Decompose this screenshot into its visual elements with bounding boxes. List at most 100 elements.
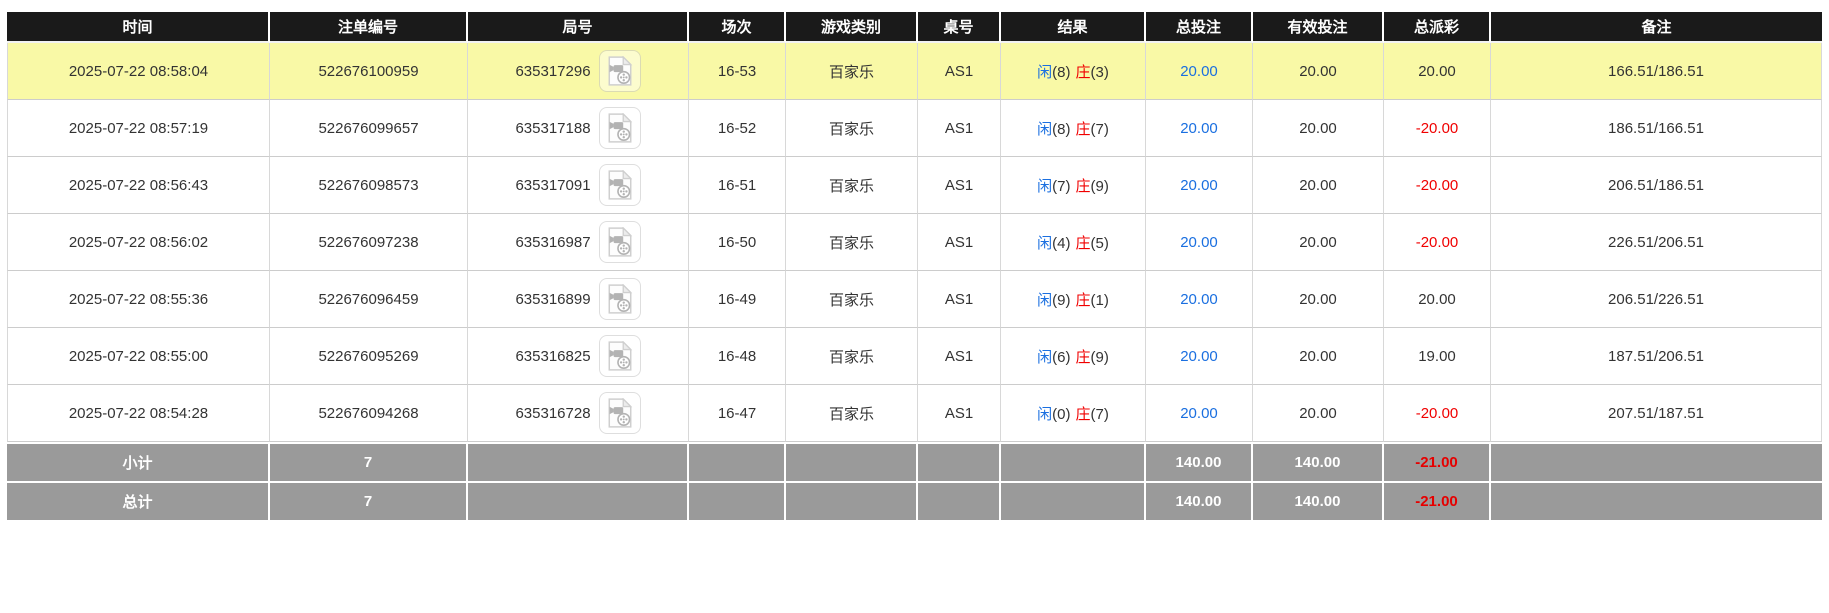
result-cell: 闲(8) 庄(7) bbox=[1001, 100, 1146, 157]
summary-empty-cell bbox=[468, 442, 689, 481]
total-bet-link[interactable]: 20.00 bbox=[1180, 404, 1218, 422]
remark-cell: 226.51/206.51 bbox=[1491, 214, 1822, 271]
game-type-cell: 百家乐 bbox=[786, 214, 918, 271]
summary-empty-cell bbox=[1001, 481, 1146, 520]
total-payout-cell: 20.00 bbox=[1384, 271, 1491, 328]
valid-bet-cell: 20.00 bbox=[1253, 100, 1384, 157]
result-player-label: 闲 bbox=[1037, 234, 1053, 252]
result-cell: 闲(8) 庄(3) bbox=[1001, 43, 1146, 100]
total-bet-link[interactable]: 20.00 bbox=[1180, 62, 1218, 80]
summary-empty-cell bbox=[689, 442, 786, 481]
round-id-text: 635316899 bbox=[515, 290, 591, 308]
bet-id-cell: 522676100959 bbox=[270, 43, 468, 100]
video-replay-film-icon bbox=[607, 113, 633, 143]
result-player-label: 闲 bbox=[1037, 120, 1053, 138]
summary-label-cell: 总计 bbox=[7, 481, 270, 520]
summary-count-cell: 7 bbox=[270, 442, 468, 481]
result-cell: 闲(4) 庄(5) bbox=[1001, 214, 1146, 271]
result-cell: 闲(6) 庄(9) bbox=[1001, 328, 1146, 385]
column-header-bet-id: 注单编号 bbox=[270, 12, 468, 43]
result-player-label: 闲 bbox=[1037, 177, 1053, 195]
bet-records-table: 时间 注单编号 局号 场次 游戏类别 桌号 结果 总投注 有效投注 总派彩 备注… bbox=[7, 12, 1822, 520]
total-bet-link[interactable]: 20.00 bbox=[1180, 233, 1218, 251]
video-replay-button[interactable] bbox=[598, 278, 641, 320]
video-replay-film-icon bbox=[607, 398, 633, 428]
round-id-text: 635316825 bbox=[515, 347, 591, 365]
session-cell: 16-50 bbox=[689, 214, 786, 271]
remark-cell: 206.51/226.51 bbox=[1491, 271, 1822, 328]
result-player-label: 闲 bbox=[1037, 348, 1053, 366]
video-replay-film-icon bbox=[607, 284, 633, 314]
result-player-score: (8) bbox=[1052, 120, 1071, 138]
remark-cell: 186.51/166.51 bbox=[1491, 100, 1822, 157]
table-row[interactable]: 2025-07-22 08:55:00 522676095269 6353168… bbox=[7, 328, 1822, 385]
game-type-cell: 百家乐 bbox=[786, 157, 918, 214]
table-row[interactable]: 2025-07-22 08:58:04 522676100959 6353172… bbox=[7, 43, 1822, 100]
summary-total-bet-cell: 140.00 bbox=[1146, 481, 1253, 520]
table-no-cell: AS1 bbox=[918, 328, 1001, 385]
result-banker-label: 庄 bbox=[1075, 63, 1091, 81]
video-replay-film-icon bbox=[607, 341, 633, 371]
result-player-score: (4) bbox=[1052, 234, 1071, 252]
round-id-cell: 635316728 bbox=[468, 385, 689, 442]
video-replay-button[interactable] bbox=[598, 50, 641, 92]
session-cell: 16-53 bbox=[689, 43, 786, 100]
column-header-valid-bet: 有效投注 bbox=[1253, 12, 1384, 43]
video-replay-button[interactable] bbox=[598, 221, 641, 263]
round-id-cell: 635316825 bbox=[468, 328, 689, 385]
summary-row: 小计 7 140.00 140.00 -21.00 bbox=[7, 442, 1822, 481]
table-header: 时间 注单编号 局号 场次 游戏类别 桌号 结果 总投注 有效投注 总派彩 备注 bbox=[7, 12, 1822, 43]
round-id-cell: 635316987 bbox=[468, 214, 689, 271]
round-id-text: 635317091 bbox=[515, 176, 591, 194]
summary-empty-cell bbox=[1491, 442, 1822, 481]
table-row[interactable]: 2025-07-22 08:56:02 522676097238 6353169… bbox=[7, 214, 1822, 271]
result-banker-score: (5) bbox=[1090, 234, 1109, 252]
remark-cell: 206.51/186.51 bbox=[1491, 157, 1822, 214]
table-no-cell: AS1 bbox=[918, 157, 1001, 214]
result-banker-label: 庄 bbox=[1075, 405, 1091, 423]
video-replay-button[interactable] bbox=[598, 335, 641, 377]
summary-empty-cell bbox=[1001, 442, 1146, 481]
round-id-cell: 635316899 bbox=[468, 271, 689, 328]
video-replay-button[interactable] bbox=[598, 164, 641, 206]
video-replay-button[interactable] bbox=[598, 107, 641, 149]
result-banker-score: (7) bbox=[1090, 120, 1109, 138]
total-payout-cell: 20.00 bbox=[1384, 43, 1491, 100]
result-banker-score: (9) bbox=[1090, 177, 1109, 195]
valid-bet-cell: 20.00 bbox=[1253, 271, 1384, 328]
round-id-text: 635316987 bbox=[515, 233, 591, 251]
bet-id-cell: 522676096459 bbox=[270, 271, 468, 328]
round-id-text: 635316728 bbox=[515, 404, 591, 422]
table-row[interactable]: 2025-07-22 08:57:19 522676099657 6353171… bbox=[7, 100, 1822, 157]
total-bet-link[interactable]: 20.00 bbox=[1180, 290, 1218, 308]
summary-empty-cell bbox=[786, 481, 918, 520]
time-cell: 2025-07-22 08:56:43 bbox=[7, 157, 270, 214]
valid-bet-cell: 20.00 bbox=[1253, 157, 1384, 214]
game-type-cell: 百家乐 bbox=[786, 271, 918, 328]
game-type-cell: 百家乐 bbox=[786, 328, 918, 385]
table-row[interactable]: 2025-07-22 08:56:43 522676098573 6353170… bbox=[7, 157, 1822, 214]
table-no-cell: AS1 bbox=[918, 271, 1001, 328]
table-summary: 小计 7 140.00 140.00 -21.00 总计 7 140.00 14… bbox=[7, 442, 1822, 520]
bet-id-cell: 522676097238 bbox=[270, 214, 468, 271]
total-bet-link[interactable]: 20.00 bbox=[1180, 119, 1218, 137]
result-banker-score: (1) bbox=[1090, 291, 1109, 309]
result-banker-label: 庄 bbox=[1075, 120, 1091, 138]
summary-valid-bet-cell: 140.00 bbox=[1253, 442, 1384, 481]
column-header-result: 结果 bbox=[1001, 12, 1146, 43]
video-replay-button[interactable] bbox=[598, 392, 641, 434]
table-header-row: 时间 注单编号 局号 场次 游戏类别 桌号 结果 总投注 有效投注 总派彩 备注 bbox=[7, 12, 1822, 43]
total-bet-cell: 20.00 bbox=[1146, 100, 1253, 157]
time-cell: 2025-07-22 08:57:19 bbox=[7, 100, 270, 157]
table-row[interactable]: 2025-07-22 08:55:36 522676096459 6353168… bbox=[7, 271, 1822, 328]
video-replay-film-icon bbox=[607, 56, 633, 86]
time-cell: 2025-07-22 08:55:36 bbox=[7, 271, 270, 328]
total-bet-link[interactable]: 20.00 bbox=[1180, 347, 1218, 365]
bet-id-cell: 522676098573 bbox=[270, 157, 468, 214]
remark-cell: 207.51/187.51 bbox=[1491, 385, 1822, 442]
table-row[interactable]: 2025-07-22 08:54:28 522676094268 6353167… bbox=[7, 385, 1822, 442]
summary-valid-bet-cell: 140.00 bbox=[1253, 481, 1384, 520]
total-bet-link[interactable]: 20.00 bbox=[1180, 176, 1218, 194]
summary-empty-cell bbox=[918, 442, 1001, 481]
